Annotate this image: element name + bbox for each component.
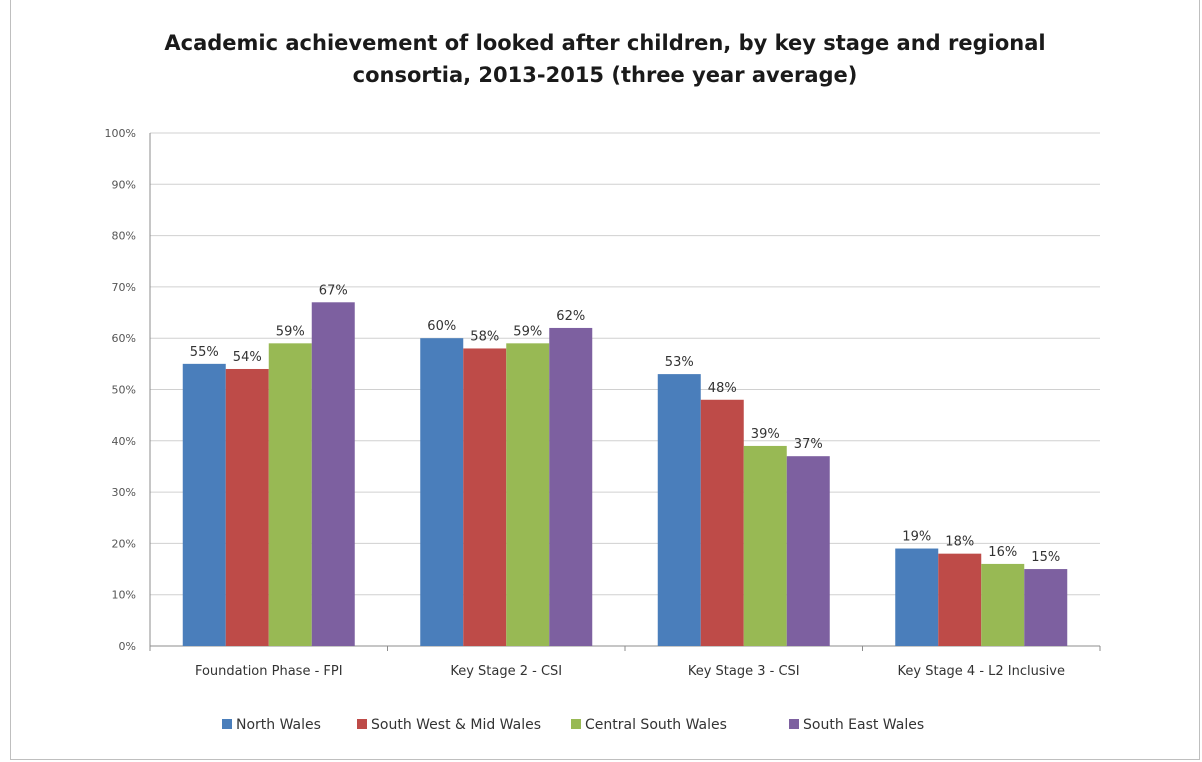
bar xyxy=(268,343,312,646)
bar xyxy=(938,553,982,646)
bar xyxy=(420,338,464,646)
data-label: 53% xyxy=(665,355,694,370)
bar xyxy=(549,327,593,646)
bar xyxy=(657,374,701,646)
data-label: 62% xyxy=(556,309,585,324)
data-label: 18% xyxy=(945,535,974,550)
y-tick-label: 30% xyxy=(112,486,136,499)
legend-label: South West & Mid Wales xyxy=(371,717,541,733)
data-label: 15% xyxy=(1031,550,1060,565)
legend-item: Central South Wales xyxy=(571,717,727,733)
legend-item: South East Wales xyxy=(789,717,924,733)
y-tick-label: 90% xyxy=(112,178,136,191)
bar xyxy=(463,348,507,646)
bar xyxy=(1024,569,1068,646)
data-label: 67% xyxy=(319,283,348,298)
legend-swatch xyxy=(789,719,799,729)
y-tick-label: 20% xyxy=(112,537,136,550)
data-label: 54% xyxy=(233,350,262,365)
data-label: 59% xyxy=(513,324,542,339)
bar xyxy=(311,302,355,646)
legend-swatch xyxy=(222,719,232,729)
y-tick-label: 0% xyxy=(119,640,136,653)
y-tick-label: 70% xyxy=(112,281,136,294)
x-axis-categories: Foundation Phase - FPI Key Stage 2 - CSI K… xyxy=(149,646,1101,679)
y-tick-label: 60% xyxy=(112,332,136,345)
legend-label: North Wales xyxy=(236,717,321,733)
bars xyxy=(182,302,1068,646)
legend-swatch xyxy=(571,719,581,729)
bar xyxy=(743,445,787,646)
data-label: 60% xyxy=(427,319,456,334)
x-category-label: Key Stage 3 - CSI xyxy=(688,664,800,679)
legend-label: South East Wales xyxy=(803,717,924,733)
x-category-label: Key Stage 4 - L2 Inclusive xyxy=(898,664,1065,679)
chart-title-line: Academic achievement of looked after chi… xyxy=(164,31,1045,55)
data-label: 58% xyxy=(470,329,499,344)
y-tick-label: 50% xyxy=(112,384,136,397)
x-category-label: Foundation Phase - FPI xyxy=(195,664,343,679)
bar xyxy=(700,399,744,646)
bar xyxy=(182,363,226,646)
data-label: 39% xyxy=(751,427,780,442)
y-tick-label: 100% xyxy=(105,127,136,140)
y-axis-ticks: 0% 10% 20% 30% 40% 50% 60% 70% 80% 90% 100% xyxy=(105,127,136,653)
data-label: 55% xyxy=(190,345,219,360)
data-label: 19% xyxy=(902,530,931,545)
bar xyxy=(786,456,830,646)
y-tick-label: 80% xyxy=(112,230,136,243)
legend-swatch xyxy=(357,719,367,729)
bar xyxy=(225,368,269,646)
legend-item: North Wales xyxy=(222,717,321,733)
data-label: 59% xyxy=(276,324,305,339)
data-label: 48% xyxy=(708,381,737,396)
legend-label: Central South Wales xyxy=(585,717,727,733)
bar xyxy=(506,343,550,646)
data-labels: 55% 54% 59% 67% 60% 58% 59% 62% 53% 48% 39% 37% 19% 1… xyxy=(190,283,1060,565)
legend-item: South West & Mid Wales xyxy=(357,717,541,733)
legend: North Wales South West & Mid Wales Central… xyxy=(222,717,924,733)
chart-title: Academic achievement of looked after chi… xyxy=(164,31,1045,87)
data-label: 16% xyxy=(988,545,1017,560)
y-tick-label: 10% xyxy=(112,589,136,602)
bar xyxy=(981,563,1025,646)
data-label: 37% xyxy=(794,437,823,452)
chart-title-line: consortia, 2013-2015 (three year average… xyxy=(353,63,858,87)
x-category-label: Key Stage 2 - CSI xyxy=(450,664,562,679)
chart-frame xyxy=(10,0,1200,760)
y-tick-label: 40% xyxy=(112,435,136,448)
bar xyxy=(895,548,939,646)
